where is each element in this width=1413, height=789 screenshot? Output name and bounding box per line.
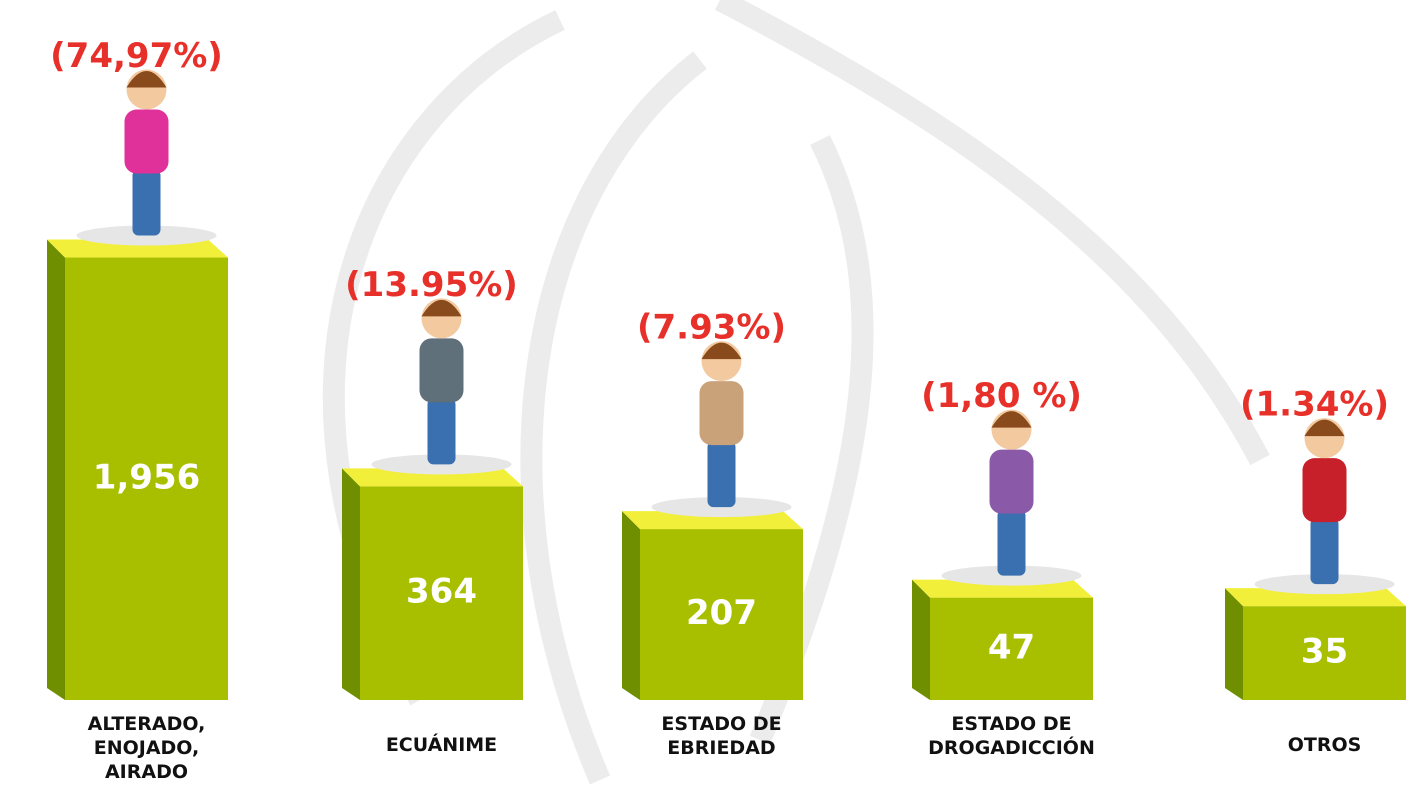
illustration bbox=[941, 409, 1082, 586]
illustration-body bbox=[124, 109, 169, 174]
category-label: ESTADO DE EBRIEDAD bbox=[661, 713, 782, 759]
value-label: 35 bbox=[1301, 632, 1348, 672]
illustration-hair bbox=[421, 299, 462, 317]
bar bbox=[930, 597, 1093, 700]
bar bbox=[360, 486, 523, 700]
percent-label: (7.93%) bbox=[637, 308, 786, 348]
bar-side bbox=[47, 239, 65, 701]
illustration-legs bbox=[1310, 518, 1339, 585]
bar-side bbox=[622, 511, 640, 700]
illustration-body bbox=[1302, 458, 1347, 523]
illustration-hair bbox=[991, 411, 1032, 428]
category-label: ALTERADO, ENOJADO, AIRADO bbox=[87, 713, 206, 783]
value-label: 364 bbox=[406, 572, 477, 612]
percent-label: (74,97%) bbox=[50, 36, 223, 76]
percent-label: (13.95%) bbox=[345, 265, 518, 305]
illustration-body bbox=[989, 449, 1034, 514]
illustration-hair bbox=[126, 71, 167, 88]
category-label: ESTADO DE DROGADICCIÓN bbox=[928, 713, 1095, 759]
illustration bbox=[76, 69, 217, 246]
illustration bbox=[371, 298, 512, 475]
category-label: OTROS bbox=[1287, 734, 1362, 756]
bar-side bbox=[912, 579, 930, 700]
bar bbox=[640, 529, 803, 700]
category-label: ECUÁNIME bbox=[385, 734, 498, 756]
illustration-legs bbox=[427, 398, 456, 465]
bar bbox=[65, 257, 228, 700]
bar-side bbox=[1225, 588, 1243, 700]
illustration-hair bbox=[701, 342, 742, 360]
illustration-body bbox=[419, 338, 464, 403]
percent-label: (1,80 %) bbox=[921, 376, 1082, 416]
value-label: 47 bbox=[988, 627, 1035, 667]
illustration-legs bbox=[132, 169, 161, 236]
bar-side bbox=[342, 468, 360, 700]
bar bbox=[1243, 606, 1406, 700]
illustration-body bbox=[699, 381, 744, 446]
illustration-legs bbox=[997, 509, 1026, 576]
illustration-hair bbox=[1304, 419, 1345, 437]
illustration-legs bbox=[707, 441, 736, 508]
illustration bbox=[1254, 418, 1395, 595]
percent-label: (1.34%) bbox=[1240, 385, 1389, 425]
value-label: 1,956 bbox=[93, 457, 201, 497]
value-label: 207 bbox=[686, 593, 757, 633]
illustration bbox=[651, 341, 792, 518]
